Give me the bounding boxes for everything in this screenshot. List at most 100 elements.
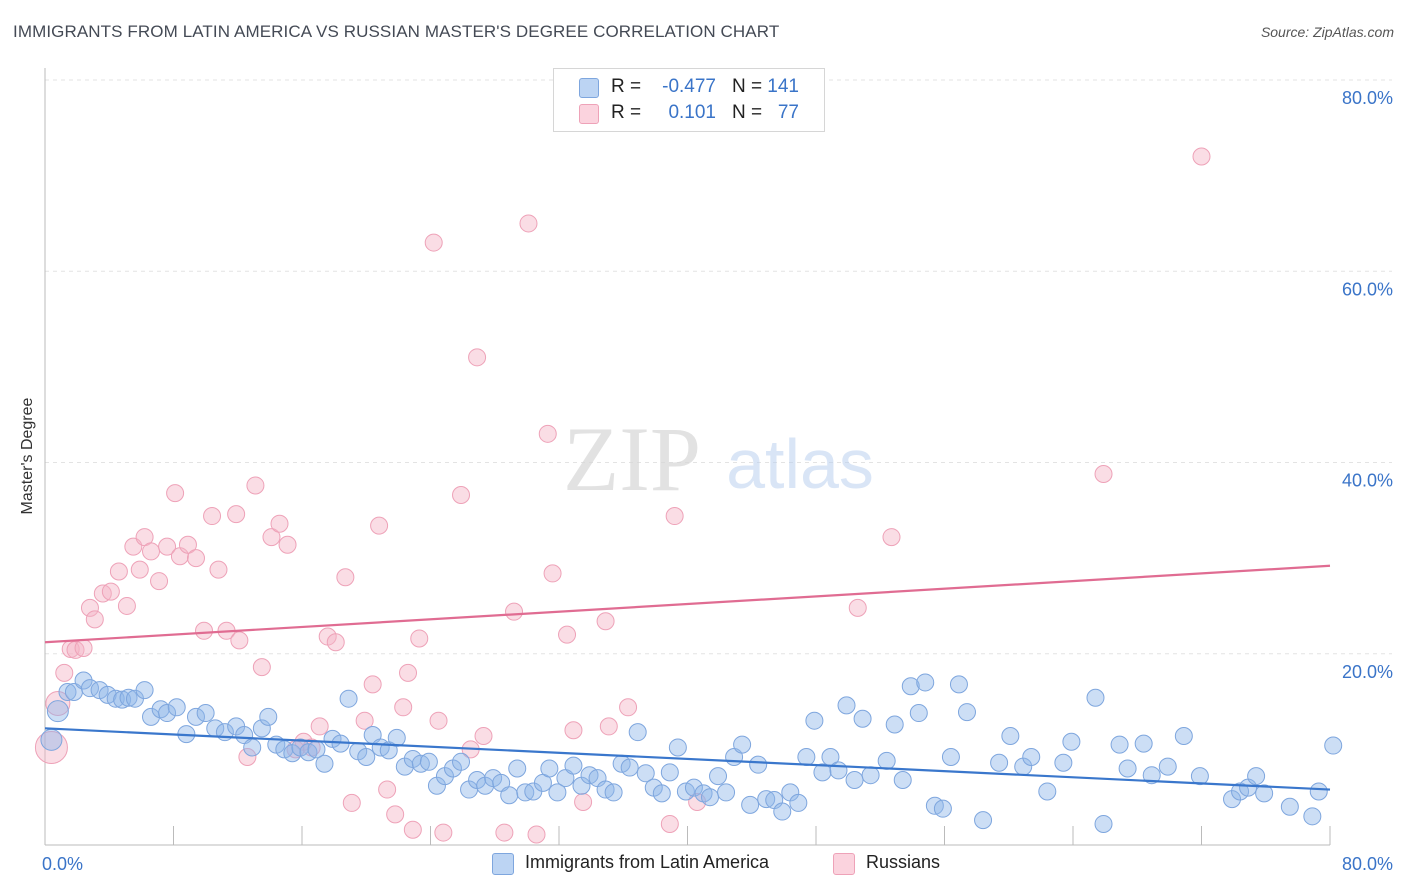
latin-america-point xyxy=(1110,735,1129,754)
latin-america-point xyxy=(387,728,406,747)
latin-america-point xyxy=(1255,784,1274,803)
watermark-atlas: atlas xyxy=(726,425,874,503)
latin-america-point xyxy=(119,688,138,707)
russians-point xyxy=(519,214,538,233)
russians-point xyxy=(117,596,136,615)
latin-america-point xyxy=(909,704,928,723)
russians-point xyxy=(403,820,422,839)
latin-america-point xyxy=(853,709,872,728)
y-tick-label: 80.0% xyxy=(1342,88,1393,108)
latin-america-point xyxy=(419,752,438,771)
latin-america-point xyxy=(540,759,559,778)
russians-point xyxy=(599,717,618,736)
russians-point xyxy=(326,633,345,652)
latin-america-point xyxy=(885,715,904,734)
latin-america-point xyxy=(749,755,768,774)
latin-america-point xyxy=(773,802,792,821)
latin-america-point xyxy=(186,707,205,726)
russians-point xyxy=(227,505,246,524)
latin-america-point xyxy=(243,738,262,757)
latin-america-point xyxy=(1190,767,1209,786)
latin-america-point xyxy=(113,690,132,709)
russians-point xyxy=(262,528,281,547)
y-tick-label: 40.0% xyxy=(1342,471,1393,491)
russians-point xyxy=(665,507,684,526)
russians-point xyxy=(246,476,265,495)
latin-america-point xyxy=(974,811,993,830)
latin-america-point xyxy=(1142,766,1161,785)
legend-r-value: 0.101 xyxy=(668,102,716,123)
russians-points xyxy=(34,147,1211,844)
latin-america-point xyxy=(1001,726,1020,745)
russians-point xyxy=(166,484,185,503)
russians-point xyxy=(230,631,249,650)
russians-point xyxy=(410,629,429,648)
legend-r-value: -0.477 xyxy=(662,76,716,97)
russians-point xyxy=(203,507,222,526)
latin-america-point xyxy=(684,778,703,797)
russians-point xyxy=(1094,464,1113,483)
russians-point xyxy=(270,514,289,533)
russians-point xyxy=(474,726,493,745)
russians-point xyxy=(370,516,389,535)
latin-america-trend-line xyxy=(44,727,1331,791)
latin-america-point xyxy=(741,795,760,814)
tick-labels: 20.0% 40.0% 60.0% 80.0% 0.0% 80.0% xyxy=(42,88,1393,874)
latin-america-point xyxy=(893,770,912,789)
latin-america-point xyxy=(797,748,816,767)
latin-america-point xyxy=(933,799,952,818)
grid-lines xyxy=(45,79,1392,655)
latin-america-point xyxy=(877,751,896,770)
latin-america-point xyxy=(1062,732,1081,751)
series-swatch-latin-america xyxy=(492,853,514,875)
russians-point xyxy=(142,542,161,561)
legend-n-value: 77 xyxy=(777,102,799,123)
y-tick-label: 20.0% xyxy=(1342,662,1393,682)
russians-point xyxy=(158,537,177,556)
russians-point xyxy=(468,348,487,367)
latin-america-point xyxy=(339,689,358,708)
russians-point xyxy=(85,610,104,629)
latin-america-point xyxy=(135,681,154,700)
russians-point xyxy=(178,535,197,554)
latin-america-point xyxy=(1247,767,1266,786)
russians-trend-line xyxy=(44,564,1331,644)
russians-point xyxy=(429,711,448,730)
russians-point xyxy=(209,560,228,579)
latin-america-point xyxy=(1303,807,1322,826)
russians-point xyxy=(564,721,583,740)
latin-america-point xyxy=(158,704,177,723)
latin-america-point xyxy=(789,793,808,812)
latin-america-point xyxy=(660,763,679,782)
latin-america-point xyxy=(604,783,623,802)
series-name-latin-america: Immigrants from Latin America xyxy=(525,852,770,872)
russians-point xyxy=(278,535,297,554)
russians-point xyxy=(80,598,99,617)
legend-n-label: N = xyxy=(732,102,763,123)
latin-america-point xyxy=(500,786,519,805)
latin-america-point xyxy=(957,703,976,722)
latin-america-point xyxy=(196,704,215,723)
latin-america-point xyxy=(1158,757,1177,776)
legend-n-value: 141 xyxy=(767,76,799,97)
watermark: ZIP atlas xyxy=(563,408,874,510)
russians-point xyxy=(434,823,453,842)
latin-america-point xyxy=(990,753,1009,772)
x-tick-label-min: 0.0% xyxy=(42,854,83,874)
latin-america-point xyxy=(252,719,271,738)
russians-point xyxy=(130,560,149,579)
latin-america-point xyxy=(548,783,567,802)
latin-america-point xyxy=(40,728,63,751)
x-tick-label-max: 80.0% xyxy=(1342,854,1393,874)
russians-point xyxy=(45,690,71,716)
latin-america-point xyxy=(167,698,186,717)
russians-point xyxy=(596,612,615,631)
latin-america-point xyxy=(628,723,647,742)
latin-america-point xyxy=(508,759,527,778)
russians-point xyxy=(527,825,546,844)
legend-row-russians: R = 0.101 N = 77 xyxy=(554,101,824,127)
latin-america-point xyxy=(700,788,719,807)
russians-point xyxy=(342,793,361,812)
latin-america-point xyxy=(106,689,125,708)
